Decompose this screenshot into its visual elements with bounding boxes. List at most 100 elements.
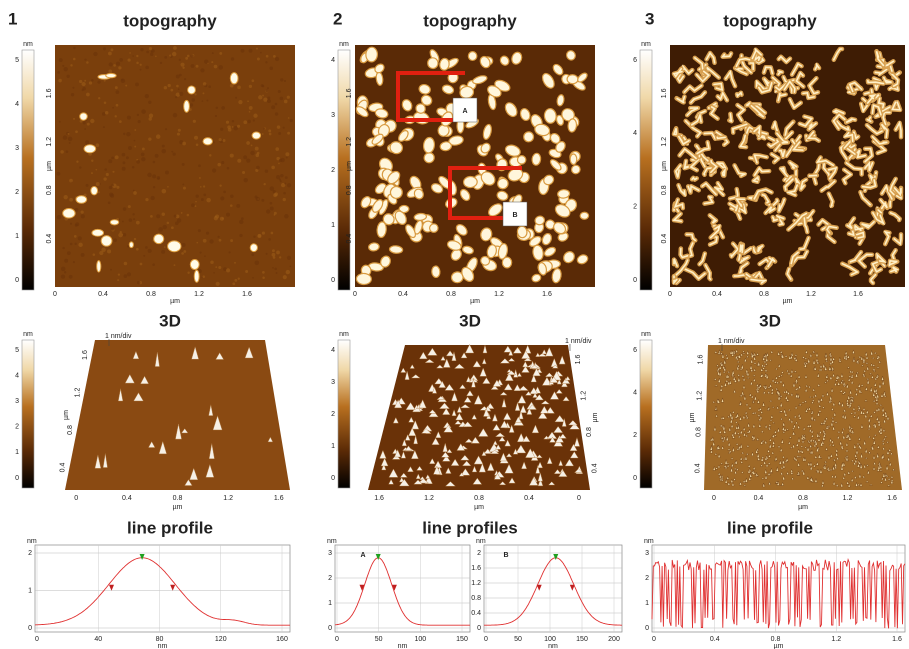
peak (780, 438, 784, 444)
worm-crest (677, 184, 686, 197)
x-tick-label: 0.4 (122, 495, 132, 502)
peak (809, 437, 813, 442)
x-tick-label: 0.8 (771, 636, 781, 643)
texture-dot (171, 51, 177, 57)
colorbar-tick-label: 4 (15, 101, 19, 108)
particle (543, 246, 557, 257)
peak (398, 478, 410, 487)
texture-dot (112, 170, 115, 173)
peak (813, 418, 817, 421)
peak (846, 432, 850, 438)
texture-dot (73, 235, 77, 238)
peak (740, 470, 744, 474)
peak (846, 366, 851, 369)
peak (521, 365, 530, 373)
peak (742, 384, 746, 389)
peak (94, 454, 102, 469)
texture-dot (245, 270, 249, 273)
worm-crest (827, 192, 834, 209)
peak (522, 435, 531, 442)
peak (427, 347, 438, 356)
texture-dot (115, 103, 119, 107)
texture-dot (70, 64, 73, 67)
peak (845, 442, 849, 447)
texture-dot (252, 276, 254, 279)
peak (735, 348, 739, 353)
peak (840, 429, 844, 434)
peak (879, 480, 883, 484)
peak (713, 377, 717, 381)
peak (741, 350, 746, 353)
peak (841, 391, 845, 395)
peak (764, 362, 768, 366)
peak (854, 391, 858, 396)
texture-dot (230, 57, 235, 61)
peak (742, 352, 746, 355)
peak (858, 473, 862, 478)
particle (128, 241, 134, 249)
worm-crest (709, 106, 719, 120)
particle (551, 268, 562, 284)
peak (802, 426, 806, 431)
peak (760, 440, 764, 445)
texture-dot (70, 92, 75, 97)
peak (841, 401, 844, 407)
texture-dot (243, 120, 248, 125)
peak (482, 344, 488, 354)
texture-dot (248, 48, 253, 53)
worm-crest (751, 47, 762, 60)
y-tick-label: 0.8 (67, 425, 74, 435)
peak (853, 460, 857, 465)
peak (764, 474, 768, 480)
peak (840, 380, 844, 384)
x-tick-label: 1.2 (494, 291, 504, 298)
texture-dot (201, 100, 204, 102)
peak (750, 358, 754, 364)
peak (435, 431, 442, 438)
texture-dot (135, 82, 139, 87)
peak (724, 353, 728, 357)
peak (780, 471, 784, 475)
peak (820, 440, 824, 447)
peak (462, 460, 472, 466)
y-axis-unit: µm (63, 410, 70, 420)
peak (878, 382, 882, 388)
peak (847, 483, 851, 488)
peak (418, 399, 427, 409)
peak (828, 365, 832, 371)
particle (62, 208, 76, 219)
peak (845, 400, 849, 405)
peak (267, 436, 274, 443)
texture-dot (139, 68, 142, 71)
peak (783, 408, 787, 414)
particle (183, 99, 190, 113)
texture-dot (69, 197, 73, 202)
peak (539, 405, 549, 414)
peak (873, 433, 877, 437)
y-tick-label: 0.8 (695, 427, 702, 437)
texture-dot (285, 156, 288, 159)
texture-dot (141, 109, 146, 114)
texture-dot (182, 186, 186, 190)
peak (764, 456, 768, 461)
peak (869, 413, 873, 418)
worm-crest (826, 225, 838, 234)
peak (807, 441, 811, 444)
worm-crest (730, 242, 739, 258)
peak (872, 436, 876, 440)
texture-dot (123, 132, 126, 136)
peak (794, 381, 798, 384)
peak (763, 460, 767, 465)
texture-dot (250, 144, 253, 147)
peak (857, 408, 861, 411)
colorbar-tick-label: 0 (331, 475, 335, 482)
particle (467, 51, 478, 62)
texture-dot (265, 89, 269, 93)
colorbar (639, 339, 653, 489)
peak (792, 381, 796, 387)
worm-crest (749, 62, 755, 70)
peak (869, 372, 873, 375)
particle (488, 203, 503, 217)
peak (718, 474, 722, 479)
worm-crest (713, 182, 725, 196)
